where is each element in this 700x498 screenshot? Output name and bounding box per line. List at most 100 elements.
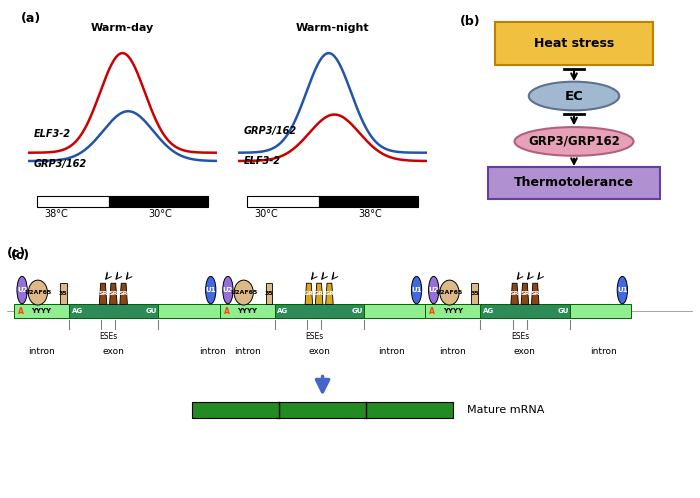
Ellipse shape: [17, 276, 27, 304]
Text: ESEs: ESEs: [99, 332, 118, 341]
Text: AG: AG: [277, 308, 288, 314]
Bar: [109, 196, 208, 208]
Text: GU: GU: [351, 308, 363, 314]
Text: U2AF65: U2AF65: [230, 290, 258, 295]
Text: SR: SR: [108, 291, 118, 296]
FancyBboxPatch shape: [496, 22, 652, 65]
Text: U2AF65: U2AF65: [25, 290, 52, 295]
Text: U1: U1: [617, 287, 628, 293]
Text: (a): (a): [21, 12, 41, 25]
Text: GR: GR: [314, 291, 324, 296]
Text: YYYY: YYYY: [32, 308, 51, 314]
Text: 35: 35: [470, 291, 480, 296]
Ellipse shape: [514, 127, 634, 156]
Text: (c): (c): [7, 247, 26, 259]
Text: intron: intron: [234, 347, 260, 356]
Text: GRP3/162: GRP3/162: [244, 126, 297, 136]
Text: ELF3-2: ELF3-2: [34, 129, 71, 139]
Text: (c): (c): [10, 249, 29, 262]
Bar: [274, 304, 364, 318]
Text: GU: GU: [146, 308, 157, 314]
Bar: [248, 196, 319, 208]
Ellipse shape: [28, 280, 48, 305]
FancyBboxPatch shape: [489, 166, 659, 199]
Text: U2: U2: [223, 287, 233, 293]
Text: 38°C: 38°C: [358, 209, 382, 219]
Polygon shape: [120, 283, 127, 304]
Text: 30°C: 30°C: [148, 209, 172, 219]
Bar: [480, 304, 570, 318]
Text: U2: U2: [428, 287, 439, 293]
Bar: [471, 283, 478, 304]
Bar: [69, 304, 158, 318]
Text: SR: SR: [520, 291, 530, 296]
Text: 38°C: 38°C: [45, 209, 68, 219]
Text: ELF3-2: ELF3-2: [244, 156, 281, 166]
Text: intron: intron: [440, 347, 466, 356]
Text: YYYY: YYYY: [237, 308, 257, 314]
Polygon shape: [326, 283, 333, 304]
Polygon shape: [522, 283, 528, 304]
Ellipse shape: [440, 280, 459, 305]
Polygon shape: [99, 283, 107, 304]
Text: A: A: [18, 307, 24, 316]
Text: A: A: [223, 307, 230, 316]
Text: YYYY: YYYY: [443, 308, 463, 314]
Polygon shape: [531, 283, 539, 304]
Text: 30°C: 30°C: [255, 209, 278, 219]
Ellipse shape: [412, 276, 421, 304]
Text: (b): (b): [460, 15, 480, 28]
Text: SR: SR: [510, 291, 519, 296]
Text: intron: intron: [590, 347, 617, 356]
Text: U1: U1: [206, 287, 216, 293]
Polygon shape: [511, 283, 519, 304]
Ellipse shape: [223, 276, 233, 304]
Bar: [319, 196, 418, 208]
Text: 35: 35: [59, 291, 68, 296]
Text: A: A: [429, 307, 435, 316]
Bar: [14, 304, 220, 318]
Text: exon: exon: [514, 347, 536, 356]
Text: intron: intron: [199, 347, 226, 356]
Ellipse shape: [617, 276, 627, 304]
Text: ESEs: ESEs: [511, 332, 529, 341]
Text: U2AF65: U2AF65: [436, 290, 463, 295]
Text: GU: GU: [557, 308, 568, 314]
Polygon shape: [110, 283, 117, 304]
Text: 35: 35: [265, 291, 274, 296]
Text: exon: exon: [102, 347, 125, 356]
Bar: [220, 304, 426, 318]
Ellipse shape: [234, 280, 253, 305]
Text: ESEs: ESEs: [305, 332, 323, 341]
Text: AG: AG: [483, 308, 494, 314]
Bar: [60, 283, 66, 304]
Bar: [38, 196, 109, 208]
Bar: [426, 304, 631, 318]
Text: intron: intron: [378, 347, 405, 356]
Ellipse shape: [206, 276, 216, 304]
Text: EC: EC: [565, 90, 583, 103]
Ellipse shape: [428, 276, 439, 304]
Text: U1: U1: [412, 287, 422, 293]
Text: exon: exon: [308, 347, 330, 356]
Text: Heat stress: Heat stress: [534, 37, 614, 50]
Text: Mature mRNA: Mature mRNA: [467, 405, 544, 415]
Text: intron: intron: [28, 347, 55, 356]
Text: AG: AG: [71, 308, 83, 314]
Text: Warm-day: Warm-day: [91, 23, 154, 33]
Polygon shape: [305, 283, 313, 304]
Text: SR: SR: [98, 291, 108, 296]
Text: GR: GR: [324, 291, 335, 296]
Text: GRP3/162: GRP3/162: [34, 159, 87, 169]
Text: U2: U2: [17, 287, 27, 293]
Text: Thermotolerance: Thermotolerance: [514, 176, 634, 189]
Bar: [193, 402, 453, 418]
Text: Warm-night: Warm-night: [295, 23, 370, 33]
Text: SR: SR: [119, 291, 128, 296]
Bar: [265, 283, 272, 304]
Text: GRP3/GRP162: GRP3/GRP162: [528, 135, 620, 148]
Text: GR: GR: [304, 291, 314, 296]
Polygon shape: [316, 283, 323, 304]
Ellipse shape: [528, 82, 620, 111]
Text: SR: SR: [531, 291, 540, 296]
